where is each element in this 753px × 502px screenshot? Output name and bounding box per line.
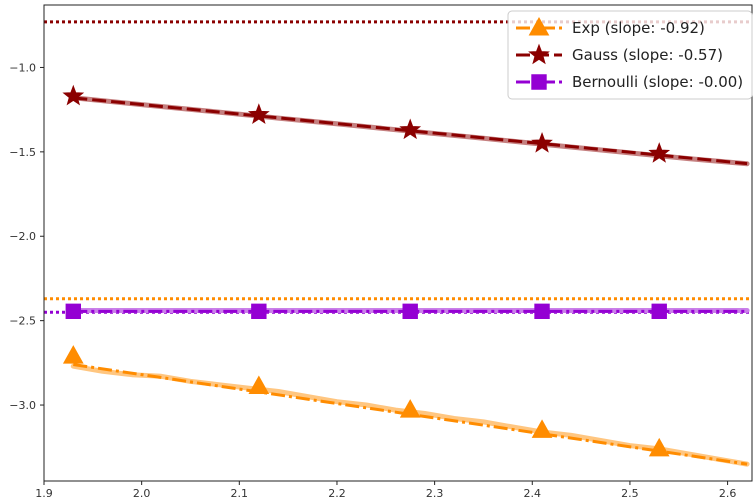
- fit-line-0: [73, 363, 748, 466]
- x-axis: 1.9 2.0 2.1 2.2 2.3 2.4 2.5 2.6: [35, 481, 736, 500]
- y-axis: −1.0 −1.5 −2.0 −2.5 −3.0: [9, 61, 44, 412]
- y-tick-label-2: −2.0: [9, 230, 36, 243]
- data-marker-1-3: [531, 131, 553, 153]
- fit-line-1: [73, 96, 748, 166]
- x-tick-label-6: 2.5: [621, 487, 639, 500]
- legend-label-2: Bernoulli (slope: -0.00): [572, 73, 743, 91]
- data-marker-0-3: [531, 419, 553, 438]
- x-tick-label-0: 1.9: [35, 487, 53, 500]
- data-marker-1-1: [247, 103, 270, 124]
- y-tick-label-3: −2.5: [9, 315, 36, 328]
- data-marker-1-2: [399, 118, 422, 140]
- legend-box: [507, 10, 753, 100]
- legend-marker-2: [531, 74, 547, 90]
- x-tick-label-1: 2.0: [133, 487, 151, 500]
- markers: [62, 84, 671, 457]
- legend-marker-0: [528, 16, 550, 36]
- data-marker-1-0: [62, 84, 85, 106]
- y-tick-label-1: −1.5: [9, 146, 36, 159]
- legend-label-0: Exp (slope: -0.92): [572, 19, 705, 37]
- x-tick-label-7: 2.6: [719, 487, 737, 500]
- data-marker-0-0: [62, 345, 84, 364]
- legend-marker-1: [528, 43, 550, 65]
- x-tick-label-5: 2.4: [524, 487, 542, 500]
- data-marker-2-4: [651, 303, 667, 320]
- legend-label-1: Gauss (slope: -0.57): [572, 46, 723, 64]
- y-tick-label-4: −3.0: [9, 399, 36, 412]
- data-marker-0-4: [648, 437, 670, 457]
- x-tick-label-4: 2.3: [426, 487, 444, 500]
- data-marker-0-2: [399, 399, 421, 418]
- data-marker-2-1: [251, 303, 267, 320]
- data-marker-0-1: [248, 375, 270, 394]
- data-marker-2-2: [402, 303, 418, 320]
- x-tick-label-3: 2.2: [328, 487, 346, 500]
- data-marker-1-4: [648, 142, 671, 163]
- data-marker-2-3: [534, 303, 550, 320]
- y-tick-label-0: −1.0: [9, 61, 36, 74]
- data-marker-2-0: [65, 303, 81, 320]
- plot-frame: [43, 4, 753, 482]
- legend: Exp (slope: -0.92) Gauss (slope: -0.57) Be…: [507, 10, 753, 100]
- x-tick-label-2: 2.1: [231, 487, 249, 500]
